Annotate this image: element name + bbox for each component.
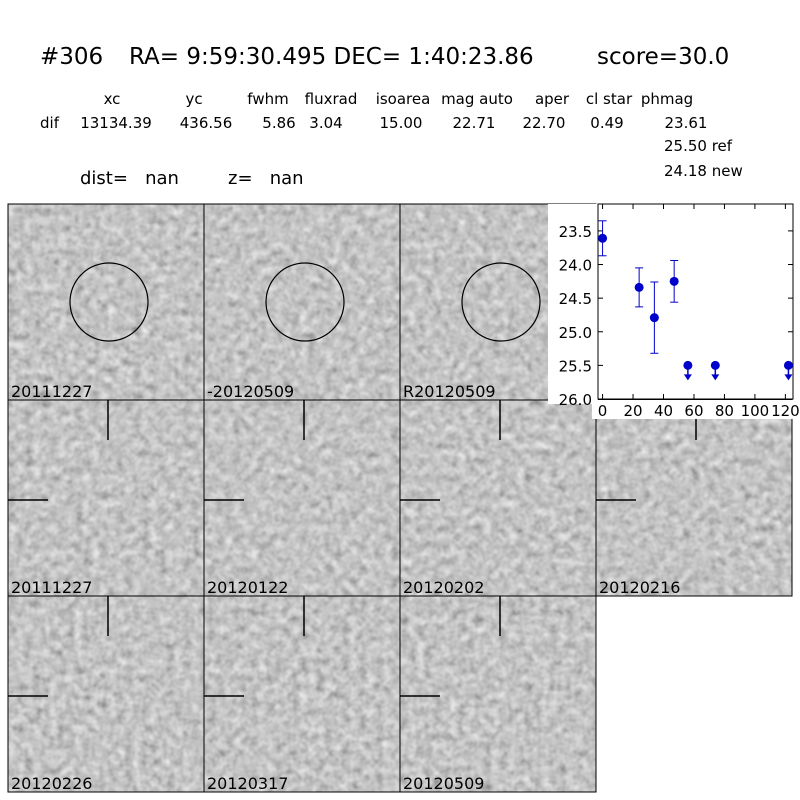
column-header: cl star: [586, 90, 633, 108]
stamp-image: [400, 596, 596, 792]
table-value: 15.00: [380, 114, 423, 132]
data-point: [669, 276, 679, 286]
aperture-circle: [461, 262, 541, 342]
stamp-label: 20120202: [403, 578, 484, 597]
stamp-label: 20120226: [11, 774, 92, 793]
y-tick-label: 25.5: [559, 357, 592, 375]
stamp-image: [8, 400, 204, 596]
row-label: dif: [40, 114, 60, 132]
table-value: 22.71: [453, 114, 496, 132]
stamp-image: [596, 400, 792, 596]
table-value: 5.86: [262, 114, 295, 132]
stamp-label: -20120509: [207, 382, 294, 401]
table-value: 0.49: [590, 114, 623, 132]
stamp-image: [204, 596, 400, 792]
stamp-image: [8, 596, 204, 792]
x-tick-label: 40: [654, 402, 673, 420]
x-tick-label: 80: [715, 402, 734, 420]
column-header: xc: [104, 90, 121, 108]
upper-limit-arrowhead: [711, 374, 720, 381]
table-value: 23.61: [665, 114, 708, 132]
x-tick-label: 100: [741, 402, 770, 420]
dist: dist= nan: [80, 168, 179, 189]
stamp-frame: [399, 595, 597, 793]
x-tick-label: 120: [771, 402, 800, 420]
stamp-image: [8, 204, 204, 400]
upper-limit-arrowhead: [784, 374, 793, 381]
new-mag: 24.18 new: [664, 162, 743, 180]
redshift: z= nan: [228, 168, 304, 189]
x-tick-label: 60: [684, 402, 703, 420]
column-header: fluxrad: [305, 90, 358, 108]
stamp-label: 20120509: [403, 774, 484, 793]
table-value: 13134.39: [80, 114, 152, 132]
ref-mag: 25.50 ref: [664, 137, 733, 155]
stamp-image: [204, 400, 400, 596]
stamp-image: [400, 400, 596, 596]
coordinates: RA= 9:59:30.495 DEC= 1:40:23.86: [129, 44, 534, 70]
y-tick-label: 25.0: [559, 324, 592, 342]
stamp-label: 20111227: [11, 382, 92, 401]
x-tick-label: 0: [598, 402, 608, 420]
column-header: aper: [535, 90, 570, 108]
stamp-label: 20120216: [599, 578, 680, 597]
y-tick-label: 24.5: [559, 290, 592, 308]
y-tick-label: 24.0: [559, 257, 592, 275]
column-header: phmag: [641, 90, 693, 108]
aperture-circle: [69, 262, 149, 342]
plot-area: [597, 203, 794, 400]
stamp-image: [204, 204, 400, 400]
table-value: 436.56: [180, 114, 233, 132]
score: score=30.0: [597, 44, 729, 70]
label-background: [548, 204, 598, 404]
data-point: [649, 313, 659, 323]
candidate-id: #306: [40, 44, 103, 70]
y-tick-label: 23.5: [559, 223, 592, 241]
stamp-label: 20120317: [207, 774, 288, 793]
data-point: [634, 282, 644, 292]
column-header: isoarea: [376, 90, 431, 108]
column-header: mag auto: [441, 90, 513, 108]
stamp-label: R20120509: [403, 382, 496, 401]
upper-limit-arrowhead: [683, 374, 692, 381]
table-value: 3.04: [309, 114, 342, 132]
table-value: 22.70: [523, 114, 566, 132]
aperture-circle: [265, 262, 345, 342]
data-point: [598, 233, 608, 243]
stamp-label: 20120122: [207, 578, 288, 597]
y-tick-label: 26.0: [559, 391, 592, 409]
column-header: yc: [185, 90, 202, 108]
stamp-label: 20111227: [11, 578, 92, 597]
label-background: [592, 400, 799, 419]
x-tick-label: 20: [623, 402, 642, 420]
column-header: fwhm: [247, 90, 288, 108]
